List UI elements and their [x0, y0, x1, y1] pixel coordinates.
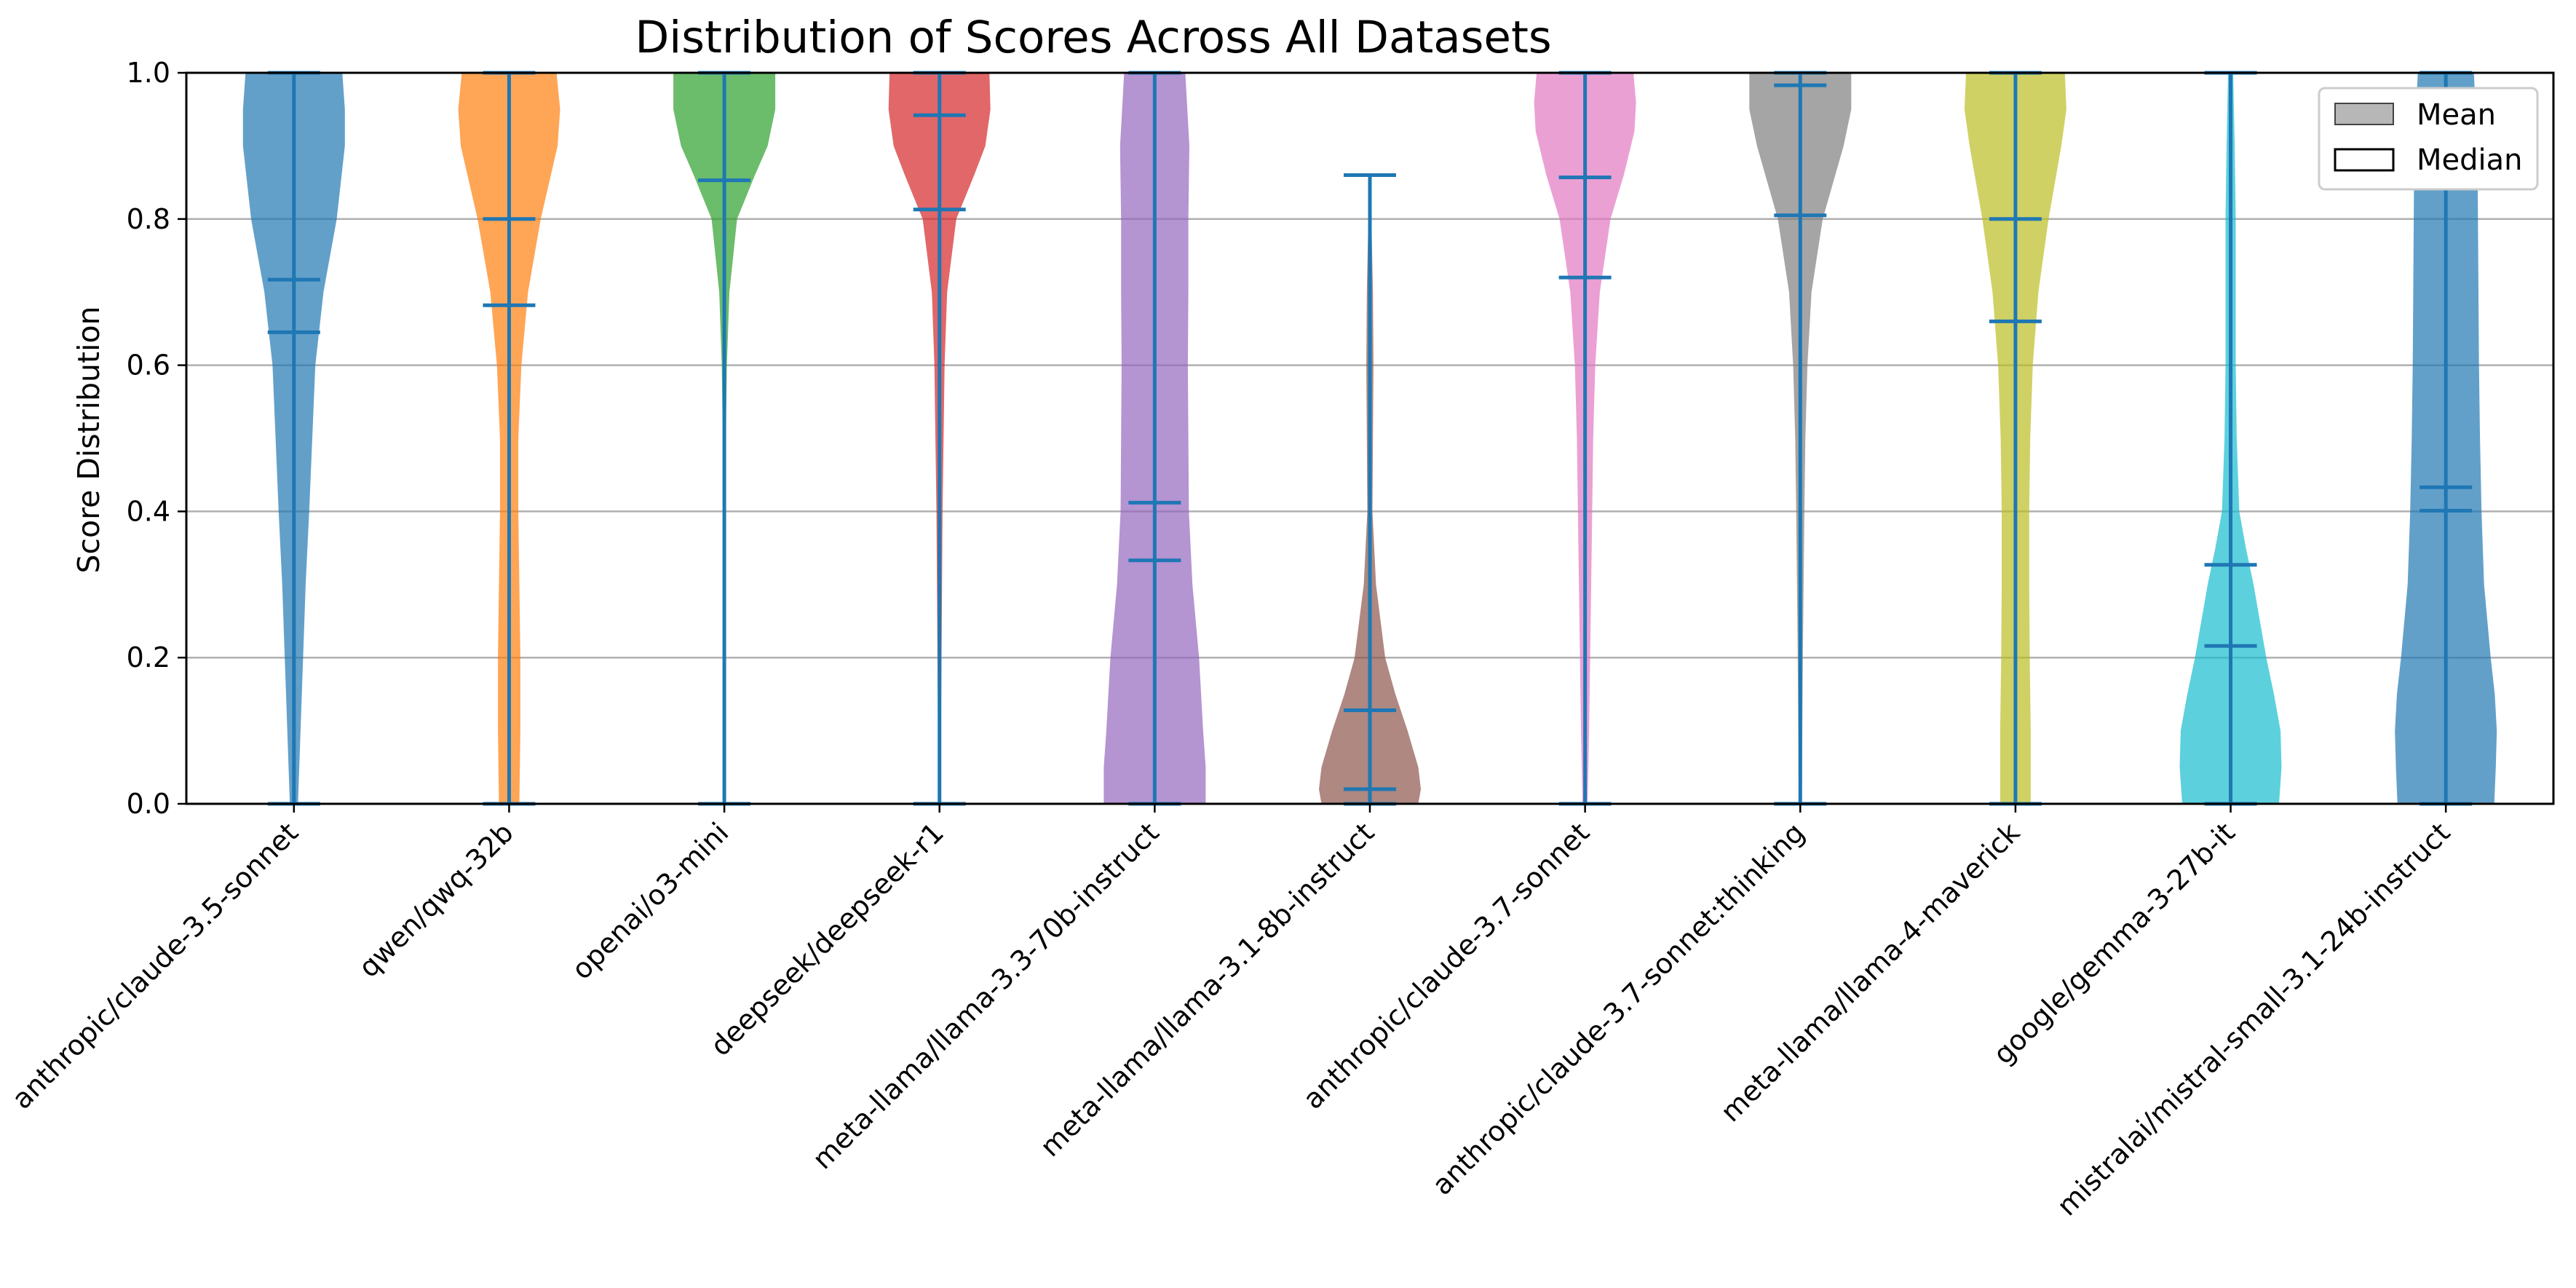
x-tick-label: deepseek/deepseek-r1 — [704, 816, 950, 1062]
legend: Mean Median — [2318, 87, 2539, 191]
x-tick-label: anthropic/claude-3.7-sonnet:thinking — [1426, 816, 1811, 1201]
stat-markers — [267, 71, 2473, 806]
y-tick-label: 0.6 — [127, 349, 170, 382]
legend-mean-swatch — [2334, 103, 2394, 125]
y-tick-label: 0.2 — [127, 641, 170, 673]
chart-title: Distribution of Scores Across All Datase… — [635, 12, 1551, 63]
y-tick-label: 0.0 — [127, 788, 170, 820]
y-tick-label: 0.8 — [127, 203, 170, 235]
legend-mean-label: Mean — [2417, 98, 2496, 132]
x-tick-label: meta-llama/llama-3.1-8b-instruct — [1034, 816, 1380, 1163]
y-tick-label: 1.0 — [127, 57, 170, 89]
y-axis-ticks: 0.0 0.2 0.4 0.6 0.8 1.0 — [127, 57, 186, 820]
x-tick-label: qwen/qwq-32b — [352, 816, 520, 984]
y-axis-label: Score Distribution — [71, 306, 106, 573]
y-tick-label: 0.4 — [127, 495, 170, 527]
x-tick-label: meta-llama/llama-3.3-70b-instruct — [807, 816, 1165, 1175]
x-tick-label: openai/o3-mini — [566, 816, 735, 986]
x-tick-label: google/gemma-3-27b-it — [1987, 816, 2241, 1070]
x-tick-label: mistralai/mistral-small-3.1-24b-instruct — [2050, 816, 2456, 1222]
legend-median-label: Median — [2417, 143, 2523, 177]
x-axis-ticks: anthropic/claude-3.5-sonnet qwen/qwq-32b o… — [6, 804, 2457, 1222]
legend-median-swatch — [2334, 148, 2395, 172]
x-tick-label: anthropic/claude-3.5-sonnet — [6, 816, 304, 1115]
